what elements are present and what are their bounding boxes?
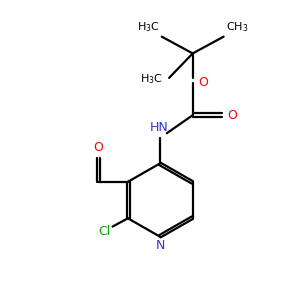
Text: O: O <box>198 76 208 89</box>
Text: H$_3$C: H$_3$C <box>140 72 163 86</box>
Text: H$_3$C: H$_3$C <box>136 20 159 34</box>
Text: Cl: Cl <box>98 225 110 239</box>
Text: O: O <box>93 141 103 154</box>
Text: HN: HN <box>149 121 168 134</box>
Text: CH$_3$: CH$_3$ <box>226 20 248 34</box>
Text: N: N <box>156 239 165 252</box>
Text: O: O <box>227 109 237 122</box>
